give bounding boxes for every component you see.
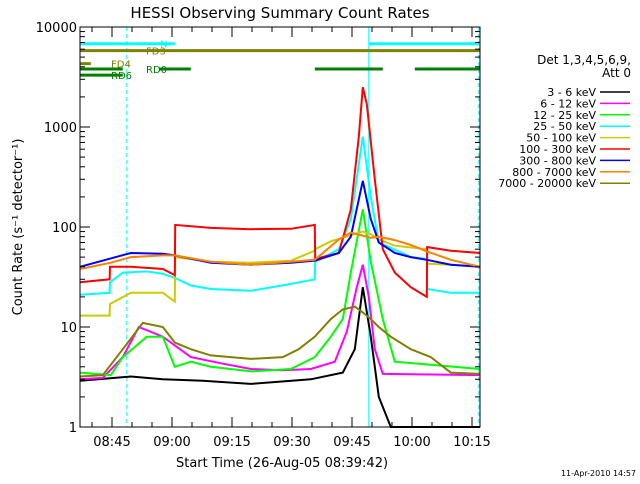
footer-date: 11-Apr-2010 14:57 bbox=[561, 469, 636, 478]
flag-label-fd3: FD3 bbox=[146, 47, 166, 58]
y-tick-label: 1 bbox=[69, 421, 77, 436]
flag-label-rd6: RD6 bbox=[111, 71, 132, 82]
y-tick-label: 10000 bbox=[36, 21, 77, 36]
series-line-8 bbox=[79, 231, 481, 270]
series-line-9 bbox=[79, 305, 481, 378]
x-tick-label: 09:45 bbox=[333, 435, 370, 450]
x-tick-label: 10:15 bbox=[453, 435, 490, 450]
legend-label-7: 300 - 800 keV bbox=[519, 154, 596, 167]
x-tick-label: 10:00 bbox=[393, 435, 430, 450]
x-tick-label: 09:15 bbox=[213, 435, 250, 450]
x-tick-label: 09:00 bbox=[153, 435, 190, 450]
legend-header-line-2: Att 0 bbox=[602, 66, 631, 80]
series-line-3 bbox=[79, 209, 481, 377]
legend-label-3: 12 - 25 keV bbox=[533, 109, 596, 122]
y-tick-label: 100 bbox=[52, 221, 77, 236]
legend-label-5: 50 - 100 keV bbox=[526, 132, 596, 145]
legend-header-line-1: Det 1,3,4,5,6,9, bbox=[537, 53, 631, 67]
chart-title: HESSI Observing Summary Count Rates bbox=[130, 4, 429, 22]
y-tick-label: 10 bbox=[60, 321, 77, 336]
series-line-1 bbox=[79, 287, 480, 428]
legend-label-4: 25 - 50 keV bbox=[533, 120, 596, 133]
legend-label-6: 100 - 300 keV bbox=[519, 143, 596, 156]
legend-label-1: 3 - 6 keV bbox=[547, 86, 596, 99]
legend-label-2: 6 - 12 keV bbox=[540, 97, 596, 110]
axis-layer: 1 10 100 1000 10000 08:45 09:00 09:15 09:30 09:45… bbox=[36, 21, 491, 450]
x-axis-label: Start Time (26-Aug-05 08:39:42) bbox=[176, 456, 388, 471]
y-axis-label: Count Rate (s⁻¹ detector⁻¹) bbox=[11, 139, 26, 316]
series-layer bbox=[79, 86, 481, 428]
flag-label-fd4: FD4 bbox=[111, 60, 131, 71]
y-tick-label: 1000 bbox=[44, 121, 77, 136]
legend-label-9: 7000 - 20000 keV bbox=[498, 177, 596, 190]
x-tick-label: 09:30 bbox=[273, 435, 310, 450]
flag-label-n: N bbox=[160, 40, 167, 51]
flag-label-rd0: RD0 bbox=[146, 65, 167, 76]
x-tick-label: 08:45 bbox=[93, 435, 130, 450]
legend-label-8: 800 - 7000 keV bbox=[512, 166, 596, 179]
